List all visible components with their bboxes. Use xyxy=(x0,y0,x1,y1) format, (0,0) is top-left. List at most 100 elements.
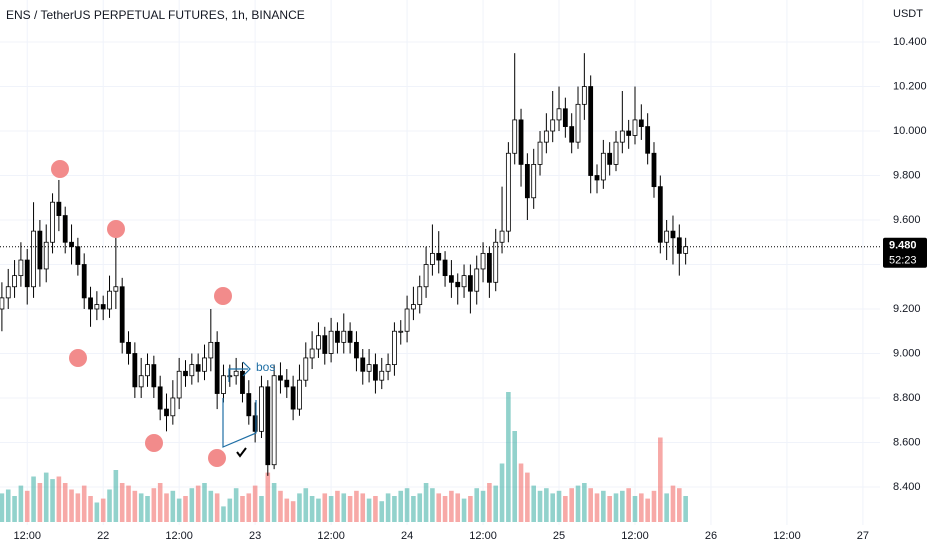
x-tick-label: 23 xyxy=(249,530,261,542)
candle-body xyxy=(252,415,258,432)
y-tick-label: 9.200 xyxy=(893,303,921,315)
volume-bar xyxy=(316,498,321,522)
volume-bar xyxy=(683,496,688,522)
volume-bar xyxy=(569,488,574,522)
volume-bar xyxy=(50,479,55,522)
volume-bar xyxy=(195,485,201,522)
candle-body xyxy=(214,341,220,394)
candle-body xyxy=(430,252,435,265)
volume-bar xyxy=(563,496,568,522)
currency-label: USDT xyxy=(893,8,923,20)
volume-bar xyxy=(607,496,612,522)
volume-bar xyxy=(601,490,606,522)
candle-body xyxy=(398,330,404,333)
check-mark xyxy=(236,447,247,458)
volume-bar xyxy=(56,476,62,522)
candle-body xyxy=(556,108,562,121)
volume-bar xyxy=(525,472,530,522)
candle-body xyxy=(94,304,100,310)
volume-bar xyxy=(639,493,644,522)
candle-body xyxy=(183,370,188,377)
candle-layer xyxy=(0,53,689,476)
candle-body xyxy=(493,241,499,283)
candle-body xyxy=(297,379,302,410)
candle-body xyxy=(164,408,169,417)
x-tick-label: 25 xyxy=(553,530,565,542)
candle-body xyxy=(328,330,334,354)
volume-bar xyxy=(0,493,5,522)
candle-body xyxy=(347,330,353,343)
candle-body xyxy=(645,126,651,154)
y-tick-label: 9.800 xyxy=(893,169,921,181)
candle-body xyxy=(278,375,283,381)
candle-body xyxy=(157,386,163,410)
volume-bar xyxy=(335,490,340,522)
volume-bar xyxy=(265,472,271,522)
candle-body xyxy=(632,119,638,136)
candle-body xyxy=(37,230,43,270)
candle-body xyxy=(518,119,524,165)
candle-body xyxy=(461,275,467,288)
volume-bar xyxy=(417,493,423,522)
volume-bar xyxy=(252,485,258,522)
candle-body xyxy=(531,163,537,199)
candle-body xyxy=(335,330,340,343)
volume-bar xyxy=(240,496,245,522)
annotation-text: bos xyxy=(256,360,275,374)
candle-body xyxy=(43,241,49,270)
candle-body xyxy=(651,152,657,188)
marker xyxy=(51,160,69,178)
volume-bar xyxy=(499,463,505,522)
volume-bar xyxy=(531,485,536,522)
volume-bar xyxy=(259,496,264,522)
candle-body xyxy=(75,246,81,265)
chart-title: ENS / TetherUS PERPETUAL FUTURES, 1h, BI… xyxy=(6,8,305,22)
candle-body xyxy=(676,237,682,254)
candle-body xyxy=(227,375,233,378)
y-tick-label: 8.800 xyxy=(893,392,921,404)
candle-body xyxy=(170,397,176,417)
volume-bar xyxy=(309,496,315,522)
volume-bar xyxy=(24,490,30,522)
volume-bar xyxy=(670,485,676,522)
candle-body xyxy=(442,259,448,277)
volume-bar xyxy=(151,488,157,522)
candle-body xyxy=(341,330,347,343)
candle-body xyxy=(5,286,11,299)
volume-bar xyxy=(423,483,429,522)
candle-body xyxy=(575,103,581,143)
volume-bar xyxy=(278,490,283,522)
volume-bar xyxy=(455,493,461,522)
candle-body xyxy=(505,152,511,232)
x-tick-label: 24 xyxy=(401,530,413,542)
marker xyxy=(69,349,87,367)
x-tick-label: 12:00 xyxy=(469,530,497,542)
volume-bar xyxy=(145,496,150,522)
volume-bar xyxy=(550,493,555,522)
candle-body xyxy=(316,335,321,350)
volume-bar xyxy=(69,489,74,522)
candle-body xyxy=(373,364,378,381)
candle-body xyxy=(69,241,74,248)
candle-body xyxy=(176,370,182,399)
candle-body xyxy=(537,141,543,165)
candle-body xyxy=(657,186,663,243)
x-tick-label: 26 xyxy=(705,530,717,542)
volume-bar xyxy=(31,476,36,522)
volume-bar xyxy=(588,488,593,522)
candle-body xyxy=(581,86,587,105)
candle-body xyxy=(638,119,644,127)
candle-body xyxy=(100,304,106,310)
volume-bar xyxy=(170,490,176,522)
volume-bar xyxy=(373,496,378,522)
y-tick-label: 10.000 xyxy=(893,125,927,137)
volume-bar xyxy=(436,493,442,522)
candle-body xyxy=(354,341,359,359)
candle-body xyxy=(569,126,575,143)
candle-body xyxy=(132,353,138,388)
y-tick-label: 10.200 xyxy=(893,80,927,92)
volume-bar xyxy=(183,496,188,522)
candle-body xyxy=(208,341,214,359)
candle-body xyxy=(290,386,296,410)
candle-body xyxy=(385,364,391,372)
